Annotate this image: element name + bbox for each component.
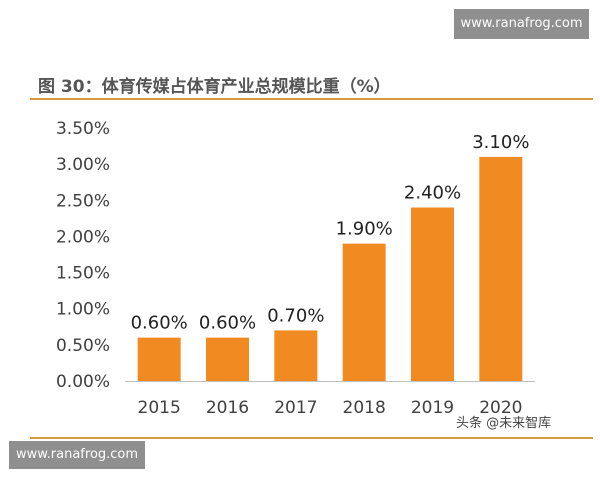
bar: [274, 330, 318, 381]
x-tick-label: 2018: [343, 398, 386, 418]
chart-title: 图 30：体育传媒占体育产业总规模比重（%）: [38, 77, 391, 97]
data-label: 1.90%: [336, 219, 393, 240]
x-tick-label: 2017: [274, 398, 317, 418]
y-tick-label: 0.00%: [56, 372, 110, 392]
bar: [342, 243, 386, 381]
y-tick-label: 1.00%: [56, 300, 110, 320]
y-axis: 0.00% 0.50% 1.00% 1.50% 2.00% 2.50% 3.00% 3.50%: [56, 119, 110, 392]
bar: [411, 207, 454, 381]
bar: [479, 156, 523, 381]
y-tick-label: 0.50%: [56, 336, 110, 356]
bar-series: 0.60% 0.60% 0.70% 1.90% 2.40% 3.10%: [131, 132, 529, 381]
watermark-top: www.ranafrog.com: [454, 9, 589, 39]
source-credit: 头条 @未来智库: [456, 416, 552, 431]
watermark-bottom: www.ranafrog.com: [9, 441, 145, 469]
bar: [137, 337, 181, 381]
y-tick-label: 3.00%: [56, 155, 110, 175]
bar: [206, 337, 249, 381]
x-tick-label: 2020: [479, 398, 522, 418]
x-tick-label: 2016: [206, 398, 249, 418]
x-axis: 2015 2016 2017 2018 2019 2020: [138, 398, 523, 418]
x-tick-label: 2019: [411, 398, 454, 418]
data-label: 0.70%: [267, 305, 324, 326]
y-tick-label: 3.50%: [56, 119, 110, 139]
y-tick-label: 2.00%: [56, 227, 110, 247]
data-label: 0.60%: [131, 313, 188, 334]
data-label: 2.40%: [404, 183, 461, 204]
data-label: 3.10%: [472, 132, 529, 153]
bottom-divider: [30, 437, 593, 439]
data-label: 0.60%: [199, 313, 256, 334]
y-tick-label: 1.50%: [56, 264, 110, 284]
y-tick-label: 2.50%: [56, 191, 110, 211]
title-divider: [30, 98, 593, 100]
x-tick-label: 2015: [138, 398, 181, 418]
